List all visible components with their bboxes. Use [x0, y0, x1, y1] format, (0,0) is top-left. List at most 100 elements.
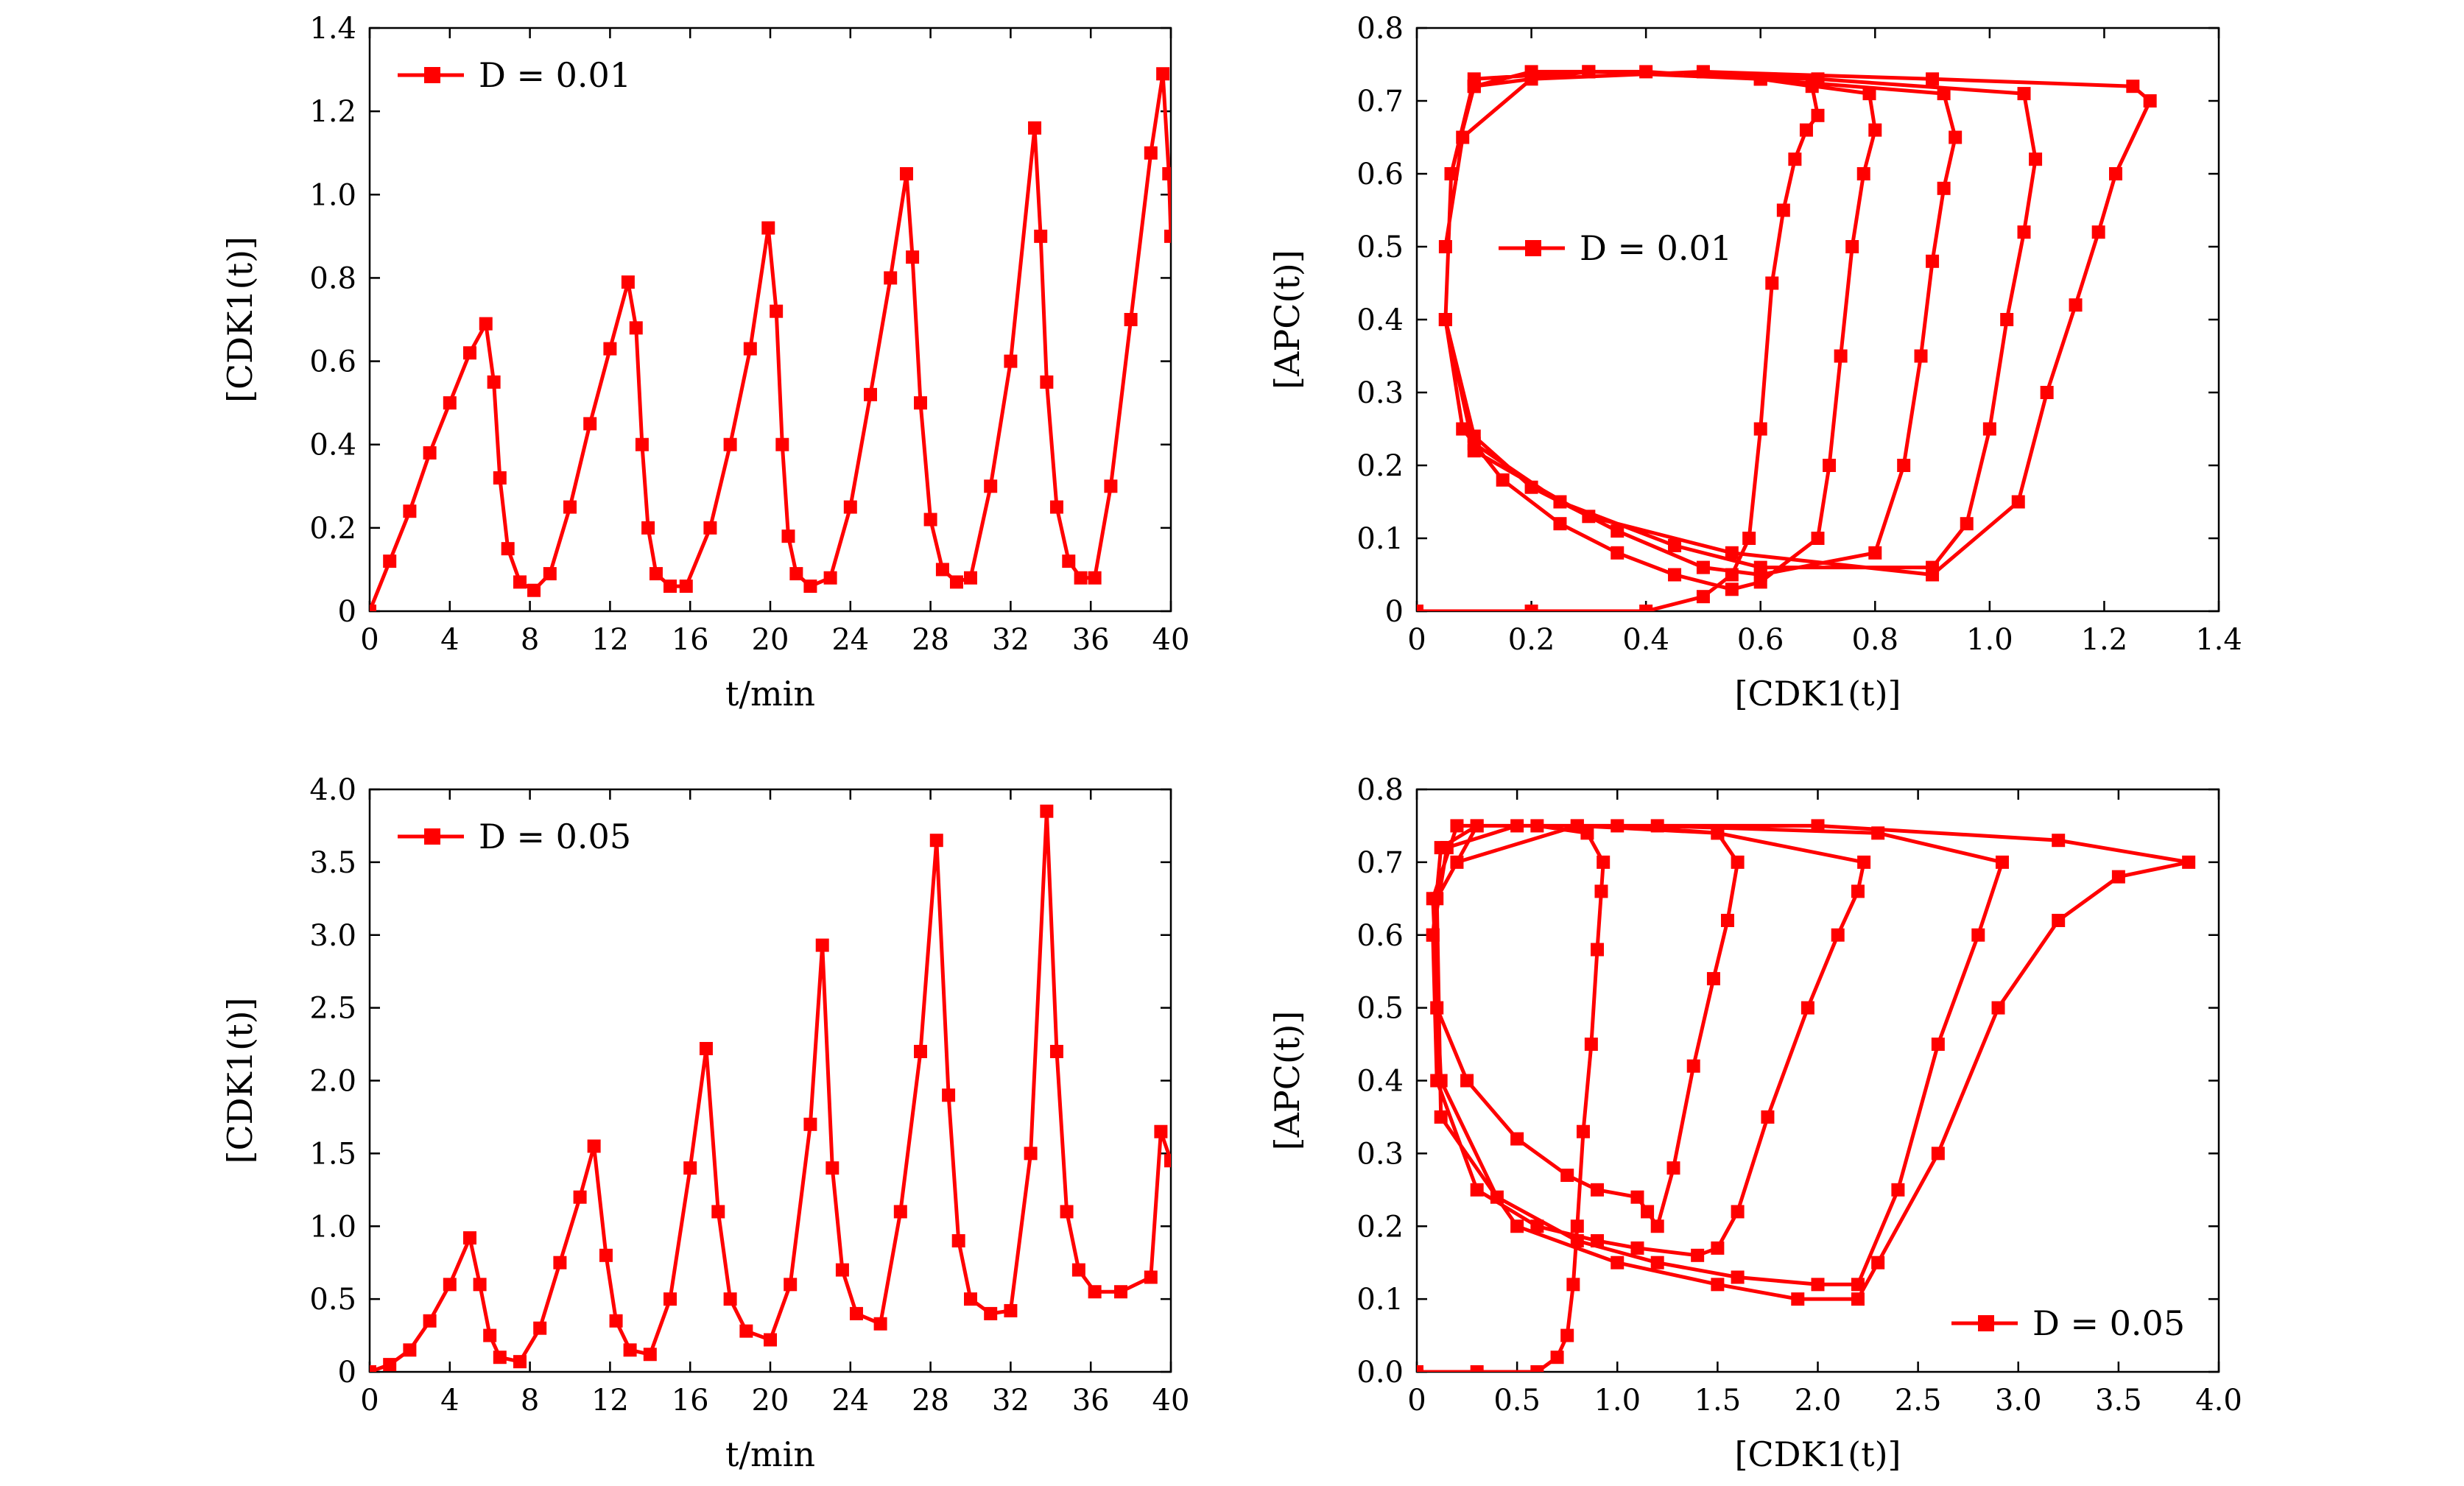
data-point — [1049, 500, 1063, 514]
data-point — [1034, 229, 1048, 243]
data-point — [1156, 67, 1170, 81]
x-axis-label: [CDK1(t)] — [1735, 674, 1901, 714]
legend-label: D = 0.01 — [479, 55, 631, 95]
legend-label: D = 0.01 — [1580, 228, 1732, 268]
data-point — [1434, 1074, 1448, 1088]
data-point — [893, 1205, 907, 1219]
plot-area — [370, 804, 1171, 1372]
data-point — [573, 1190, 587, 1204]
data-point — [463, 346, 476, 360]
data-point — [1914, 349, 1928, 363]
data-point — [1088, 1285, 1102, 1299]
y-tick-label: 1.4 — [309, 12, 356, 46]
y-tick-label: 0 — [1385, 595, 1404, 629]
data-point — [487, 375, 501, 389]
x-tick-label: 0.5 — [1493, 1384, 1541, 1418]
x-tick-label: 28 — [912, 623, 949, 657]
data-point — [623, 1343, 637, 1357]
data-point — [2000, 313, 2014, 326]
y-tick-label: 0.4 — [1356, 303, 1404, 337]
data-point — [383, 1358, 397, 1372]
data-point — [1799, 123, 1813, 137]
legend-label: D = 0.05 — [2032, 1303, 2185, 1343]
data-point — [1871, 1256, 1885, 1270]
data-point — [1668, 538, 1682, 552]
data-point — [1711, 1278, 1725, 1292]
x-tick-label: 20 — [752, 623, 789, 657]
data-point — [370, 605, 376, 611]
data-point — [1696, 590, 1710, 604]
panel-apc-cdk1-d001: 0 0.2 0.4 0.6 0.8 1.0 1.2 1.4 0 0.1 0.2 0.3 0.4 0.5 0.… — [1267, 12, 2242, 714]
y-tick-label: 0.3 — [1356, 376, 1404, 410]
data-point — [914, 1044, 927, 1058]
data-point — [1062, 554, 1076, 568]
data-point — [563, 500, 577, 514]
data-point — [1467, 80, 1481, 94]
data-point — [1450, 819, 1464, 833]
data-point — [2069, 298, 2083, 312]
data-point — [906, 250, 920, 264]
data-point — [527, 583, 541, 597]
data-point — [1440, 841, 1454, 855]
data-point — [1650, 819, 1664, 833]
data-point — [1630, 1241, 1644, 1255]
data-point — [1696, 560, 1710, 574]
data-point — [1591, 943, 1605, 957]
data-point — [1570, 819, 1584, 833]
x-tick-label: 24 — [831, 1384, 869, 1418]
data-point — [1691, 1248, 1705, 1262]
x-tick-label: 3.0 — [1995, 1384, 2042, 1418]
y-tick-label: 0.7 — [1356, 85, 1404, 119]
data-point — [923, 513, 937, 527]
data-point — [1811, 108, 1825, 122]
data-point — [835, 1263, 849, 1277]
data-point — [423, 1314, 437, 1328]
x-tick-label: 0 — [1407, 623, 1426, 657]
data-point — [1845, 240, 1859, 253]
data-point — [403, 1343, 417, 1357]
data-point — [679, 580, 693, 594]
data-point — [743, 342, 757, 356]
data-point — [914, 396, 927, 410]
data-point — [629, 321, 643, 335]
data-point — [1553, 517, 1567, 531]
x-tick-label: 1.0 — [1966, 623, 2013, 657]
x-tick-label: 0.8 — [1851, 623, 1898, 657]
y-tick-label: 0.6 — [1356, 919, 1404, 953]
y-tick-label: 0 — [338, 1356, 356, 1390]
data-point — [1470, 1365, 1484, 1372]
data-point — [513, 575, 527, 589]
x-tick-label: 40 — [1152, 623, 1190, 657]
y-tick-label: 0.5 — [1356, 992, 1404, 1026]
data-point — [603, 342, 617, 356]
data-point — [1417, 605, 1423, 611]
data-point — [1040, 375, 1054, 389]
data-point — [2126, 80, 2140, 94]
data-point — [1553, 495, 1567, 509]
data-point — [1434, 1110, 1448, 1124]
y-axis-label: [APC(t)] — [1267, 250, 1307, 390]
data-point — [1570, 1234, 1584, 1248]
y-tick-label: 0.3 — [1356, 1137, 1404, 1171]
data-point — [635, 437, 649, 451]
y-tick-label: 1.5 — [309, 1137, 356, 1171]
data-point — [2091, 225, 2105, 239]
x-tick-label: 1.4 — [2195, 623, 2242, 657]
data-point — [1991, 1001, 2005, 1015]
data-point — [2143, 94, 2157, 108]
data-point — [1438, 313, 1452, 326]
data-point — [643, 1348, 657, 1362]
data-point — [1530, 819, 1544, 833]
y-tick-label: 0.0 — [1356, 1356, 1404, 1390]
data-point — [1851, 1292, 1865, 1306]
data-point — [775, 437, 789, 451]
data-point — [543, 567, 557, 581]
data-point — [1530, 1219, 1544, 1233]
data-point — [964, 1292, 977, 1306]
data-point — [899, 167, 913, 180]
data-point — [703, 521, 717, 535]
data-point — [1891, 1183, 1905, 1197]
x-tick-label: 1.5 — [1694, 1384, 1742, 1418]
data-point — [1742, 532, 1756, 545]
x-tick-label: 4.0 — [2195, 1384, 2242, 1418]
